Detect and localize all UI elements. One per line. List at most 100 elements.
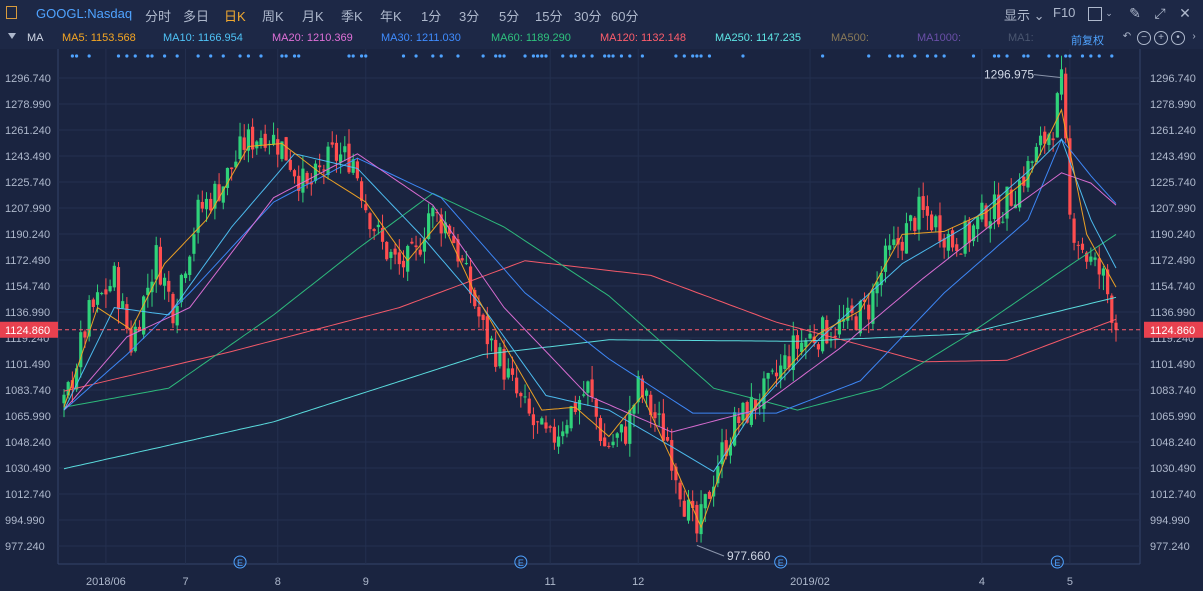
- candle-body: [427, 213, 431, 239]
- x-tick-label: 2019/02: [790, 576, 830, 588]
- ma-line: [63, 108, 1117, 529]
- candle-body: [552, 426, 556, 443]
- y-tick-label-left: 977.240: [5, 541, 45, 553]
- y-tick-label-right: 1278.990: [1150, 99, 1196, 111]
- event-marker: [699, 54, 703, 58]
- candle-body: [988, 221, 992, 229]
- event-marker: [297, 54, 301, 58]
- chevron-down-icon[interactable]: ⌄: [1105, 8, 1113, 18]
- candle-body: [301, 168, 305, 193]
- more-icon[interactable]: ›: [1192, 31, 1196, 42]
- candle-body: [502, 348, 506, 380]
- zoom-out-icon[interactable]: −: [1137, 31, 1151, 45]
- candle-body: [1064, 73, 1068, 139]
- event-marker: [456, 54, 460, 58]
- period-tab[interactable]: 60分: [611, 9, 639, 24]
- symbol-title[interactable]: GOOGL:Nasdaq: [36, 6, 133, 21]
- event-marker: [116, 54, 121, 58]
- adjust-button[interactable]: 前复权: [1071, 35, 1104, 47]
- period-tab[interactable]: 月K: [302, 9, 324, 24]
- candle-body: [489, 338, 494, 341]
- candle-body: [74, 368, 79, 390]
- candle-body: [950, 230, 955, 248]
- period-tab[interactable]: 30分: [574, 9, 602, 24]
- candle-body: [913, 217, 917, 232]
- candle-body: [661, 413, 665, 441]
- candle-body: [175, 306, 179, 326]
- candle-body: [787, 356, 791, 368]
- sidebar-toggle-icon[interactable]: [6, 6, 17, 19]
- candle-body: [917, 196, 921, 230]
- period-tab[interactable]: 多日: [183, 9, 210, 24]
- display-dropdown[interactable]: 显示 ⌄: [1004, 8, 1045, 23]
- candle-body: [280, 141, 284, 159]
- y-tick-label-left: 1172.490: [5, 255, 50, 267]
- settings-icon[interactable]: •: [1171, 31, 1185, 45]
- period-tab[interactable]: 年K: [380, 9, 402, 24]
- candle-body: [862, 299, 867, 302]
- period-tab[interactable]: 分时: [145, 9, 172, 24]
- candle-body: [795, 335, 800, 349]
- candle-body: [674, 466, 678, 481]
- candle-body: [1043, 131, 1047, 144]
- candle-body: [929, 214, 934, 231]
- y-tick-label-right: 1172.490: [1150, 255, 1195, 267]
- ma-line: [63, 138, 1117, 473]
- y-tick-label-right: 1190.240: [1150, 229, 1195, 241]
- x-tick-label: 9: [363, 576, 369, 588]
- candle-body: [628, 409, 632, 444]
- ma-line: [63, 192, 1117, 411]
- zoom-in-icon[interactable]: +: [1154, 31, 1168, 45]
- candle-body: [326, 146, 330, 175]
- event-marker: [821, 54, 825, 58]
- x-tick-label: 2018/06: [86, 576, 126, 588]
- layout-toggle-icon[interactable]: [1088, 7, 1102, 21]
- candle-body: [837, 319, 841, 335]
- candle-body: [376, 224, 380, 228]
- y-tick-label-left: 1030.490: [5, 463, 51, 475]
- kline-chart[interactable]: 1296.740 1296.740 1278.990 1278.990 1261.240…: [0, 49, 1203, 591]
- event-marker: [246, 54, 251, 58]
- event-marker: [259, 54, 263, 58]
- candle-body: [95, 292, 100, 305]
- period-tab[interactable]: 1分: [421, 9, 442, 24]
- y-tick-label-right: 1296.740: [1150, 73, 1196, 85]
- period-tab[interactable]: 季K: [341, 9, 363, 24]
- candle-body: [925, 206, 929, 216]
- f10-button[interactable]: F10: [1053, 5, 1076, 20]
- candle-body: [129, 328, 133, 353]
- event-marker: [1110, 54, 1114, 58]
- event-marker: [741, 54, 745, 58]
- ma-label[interactable]: MA: [27, 32, 44, 44]
- event-marker: [1097, 54, 1101, 58]
- ma-collapse-icon[interactable]: [8, 33, 16, 39]
- period-tab[interactable]: 日K: [224, 9, 246, 24]
- candle-body: [204, 198, 209, 210]
- expand-icon[interactable]: ⤢: [1154, 5, 1166, 21]
- candle-body: [364, 204, 368, 211]
- candle-body: [343, 146, 347, 153]
- event-marker: [695, 54, 699, 58]
- draw-pen-icon[interactable]: ✎: [1129, 5, 1141, 21]
- candle-body: [87, 300, 91, 337]
- candle-body: [355, 161, 359, 179]
- period-tab[interactable]: 周K: [262, 9, 284, 24]
- period-tab[interactable]: 3分: [459, 9, 480, 24]
- candle-body: [720, 442, 724, 465]
- candle-body: [586, 381, 590, 393]
- event-marker: [150, 54, 154, 58]
- ma-value: MA120: 1132.148: [600, 32, 687, 44]
- candle-body: [582, 394, 586, 396]
- ma-line: [63, 153, 1117, 433]
- undo-icon[interactable]: ↶: [1122, 31, 1132, 42]
- candle-body: [779, 365, 783, 379]
- close-icon[interactable]: ✕: [1179, 5, 1191, 21]
- period-tab[interactable]: 5分: [499, 9, 520, 24]
- candle-body: [741, 402, 745, 421]
- candle-body: [854, 316, 858, 331]
- candle-body: [263, 133, 267, 148]
- candle-body: [209, 198, 213, 211]
- period-tab[interactable]: 15分: [535, 9, 563, 24]
- candle-body: [1018, 180, 1022, 208]
- plot-area: [58, 49, 1140, 564]
